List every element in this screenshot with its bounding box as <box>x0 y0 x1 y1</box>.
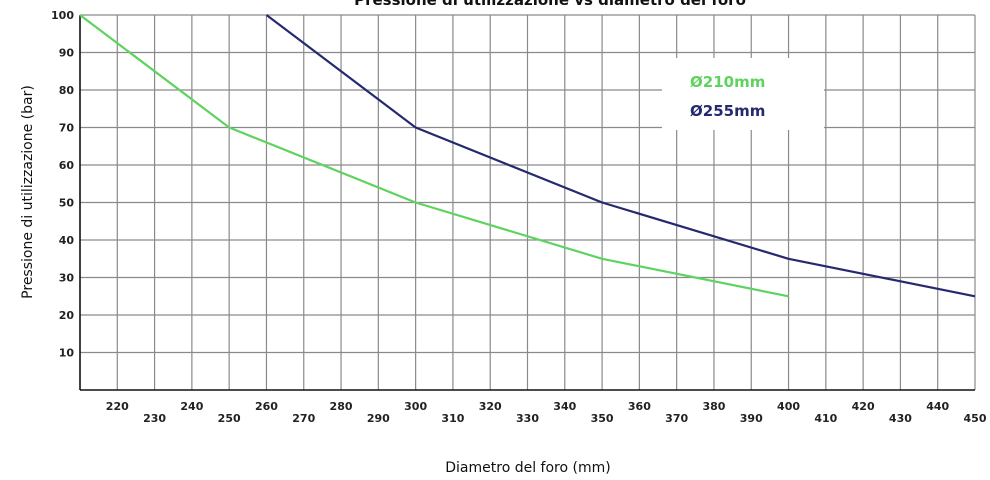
x-tick-label-270: 270 <box>292 412 315 425</box>
legend-box <box>662 58 824 130</box>
series-lines <box>79 14 976 298</box>
x-tick-label-400: 400 <box>777 400 800 413</box>
x-tick-label-360: 360 <box>628 400 651 413</box>
x-tick-label-250: 250 <box>218 412 241 425</box>
x-tick-label-280: 280 <box>330 400 353 413</box>
series-line-0 <box>79 14 789 298</box>
x-tick-label-340: 340 <box>553 400 576 413</box>
y-tick-label-50: 50 <box>59 197 75 210</box>
x-tick-label-430: 430 <box>889 412 912 425</box>
x-tick-label-330: 330 <box>516 412 539 425</box>
x-tick-label-370: 370 <box>665 412 688 425</box>
x-tick-label-260: 260 <box>255 400 278 413</box>
x-tick-label-350: 350 <box>591 412 614 425</box>
x-tick-label-290: 290 <box>367 412 390 425</box>
x-tick-label-390: 390 <box>740 412 763 425</box>
x-tick-label-450: 450 <box>964 412 987 425</box>
legend-entry-0: Ø210mm <box>690 73 765 91</box>
x-tick-label-220: 220 <box>106 400 129 413</box>
tick-labels: 220 230 240 250 260 270 280 290 300 310 320 330 340 3… <box>51 9 987 425</box>
y-tick-label-80: 80 <box>59 84 75 97</box>
x-tick-label-240: 240 <box>180 400 203 413</box>
x-tick-label-420: 420 <box>852 400 875 413</box>
grid <box>80 14 976 390</box>
series-line-1 <box>265 14 976 298</box>
legend-entry-1: Ø255mm <box>690 102 765 120</box>
y-tick-label-20: 20 <box>59 309 75 322</box>
x-tick-label-230: 230 <box>143 412 166 425</box>
axes <box>79 15 975 391</box>
y-tick-label-10: 10 <box>59 347 75 360</box>
y-tick-label-70: 70 <box>59 122 75 135</box>
x-tick-label-320: 320 <box>479 400 502 413</box>
chart-title: Pressione di utilizzazione vs diametro d… <box>354 0 746 9</box>
y-tick-label-100: 100 <box>51 9 74 22</box>
y-tick-label-30: 30 <box>59 272 75 285</box>
y-axis-title: Pressione di utilizzazione (bar) <box>20 85 36 299</box>
y-tick-label-90: 90 <box>59 47 75 60</box>
x-tick-label-410: 410 <box>814 412 837 425</box>
x-tick-label-300: 300 <box>404 400 427 413</box>
y-tick-label-60: 60 <box>59 159 75 172</box>
x-tick-label-380: 380 <box>702 400 725 413</box>
y-tick-label-40: 40 <box>59 234 75 247</box>
x-tick-label-440: 440 <box>926 400 949 413</box>
x-tick-label-310: 310 <box>441 412 464 425</box>
legend: Ø210mm Ø255mm <box>662 58 824 130</box>
x-axis-title: Diametro del foro (mm) <box>445 460 610 476</box>
